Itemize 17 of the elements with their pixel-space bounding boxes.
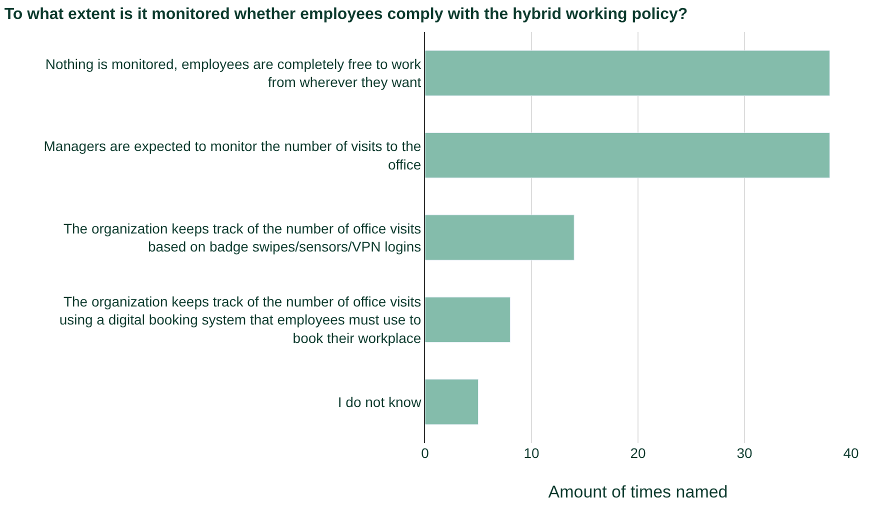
bar	[425, 50, 830, 96]
chart-title: To what extent is it monitored whether employees comply with the hybrid working policy?	[4, 6, 688, 23]
x-axis-title: Amount of times named	[548, 482, 728, 502]
bar	[425, 132, 830, 178]
y-tick-label: Nothing is monitored, employees are completely free to work from wherever they want	[45, 56, 422, 90]
y-tick-label: The organization keeps track of the number of office visits using a digital booking system that employees must use to book their workplace	[59, 293, 422, 346]
bar	[425, 379, 478, 425]
y-tick-label: I do not know	[338, 394, 422, 410]
x-tick-label: 40	[843, 445, 859, 461]
x-tick-label: 20	[630, 445, 646, 461]
bar	[425, 214, 574, 260]
bar	[425, 296, 510, 343]
x-tick-label: 10	[524, 445, 540, 461]
y-tick-label: Managers are expected to monitor the number of visits to the office	[44, 138, 422, 172]
x-tick-label: 30	[736, 445, 752, 461]
x-tick-label: 0	[421, 445, 430, 461]
y-tick-label: The organization keeps track of the number of office visits based on badge swipes/sensors/VPN logins	[63, 220, 422, 254]
